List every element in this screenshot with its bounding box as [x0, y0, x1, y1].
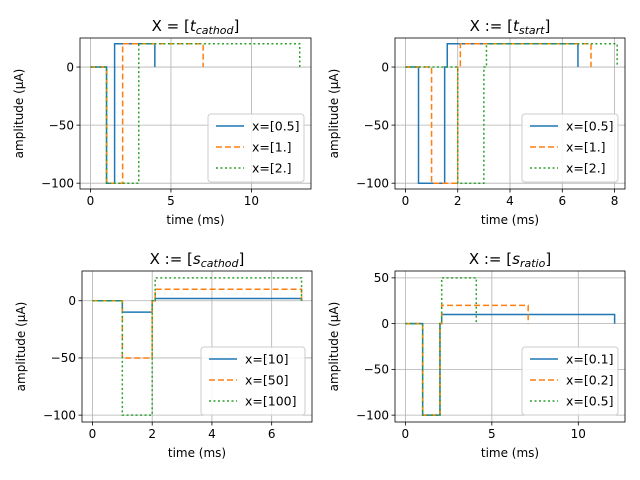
legend-box — [207, 113, 305, 183]
x-tick-label: 4 — [208, 427, 216, 441]
chart-title: X := [scathod] — [150, 250, 245, 270]
series-line-3 — [92, 277, 303, 416]
legend-label: x=[50] — [245, 373, 289, 388]
series-group — [92, 277, 303, 416]
axes-frame — [79, 37, 312, 190]
x-tick-label: 10 — [244, 194, 259, 208]
series-line-3 — [405, 43, 618, 184]
y-tick-label: 0 — [66, 60, 74, 74]
legend-label: x=[0.2] — [566, 373, 614, 388]
subplot-3: 0 2 4 6 0 −50 −100 time (ms) amplitude (μA) X := … — [14, 250, 313, 460]
legend: x=[0.5] x=[1.] x=[2.] — [521, 113, 619, 183]
x-tick-label: 6 — [558, 194, 566, 208]
y-tick-label: −50 — [49, 118, 74, 132]
y-tick-label: −50 — [364, 118, 389, 132]
x-tick-label: 5 — [167, 194, 175, 208]
y-tick-label: −100 — [356, 176, 389, 190]
y-axis-label: amplitude (μA) — [327, 69, 341, 159]
x-tick-label: 4 — [506, 194, 514, 208]
legend-box — [521, 113, 619, 183]
legend-label: x=[0.5] — [566, 394, 614, 409]
x-tick-label: 5 — [488, 427, 496, 441]
y-axis-label: amplitude (μA) — [327, 302, 341, 392]
subplot-1: 0 5 10 0 −50 −100 time (ms) amplitude (μA) X = [… — [12, 17, 312, 227]
legend-label: x=[1.] — [566, 140, 606, 155]
y-tick-label: −50 — [364, 363, 389, 377]
axes-frame — [81, 270, 313, 423]
legend-label: x=[0.1] — [566, 352, 614, 367]
legend-label: x=[100] — [245, 394, 296, 409]
series-line-3 — [90, 43, 301, 184]
legend-label: x=[10] — [245, 352, 289, 367]
y-tick-label: −100 — [41, 176, 74, 190]
y-tick-label: −100 — [356, 408, 389, 422]
y-tick-label: 0 — [68, 294, 76, 308]
x-axis-label: time (ms) — [166, 213, 224, 227]
series-line-2 — [405, 304, 529, 416]
x-tick-label: 2 — [148, 427, 156, 441]
legend: x=[0.5] x=[1.] x=[2.] — [207, 113, 305, 183]
x-axis-label: time (ms) — [481, 213, 539, 227]
x-tick-label: 0 — [87, 194, 95, 208]
axes-frame — [394, 270, 626, 423]
legend-label: x=[2.] — [252, 161, 292, 176]
legend-label: x=[2.] — [566, 161, 606, 176]
series-group — [405, 43, 618, 184]
y-tick-label: −50 — [51, 351, 76, 365]
legend: x=[10] x=[50] x=[100] — [200, 346, 306, 416]
x-tick-label: 0 — [402, 194, 410, 208]
legend-box — [200, 346, 306, 416]
legend-label: x=[0.5] — [566, 119, 614, 134]
subplot-4: 0 5 10 50 0 −50 −100 time (ms) amplitude (μA) X :… — [327, 250, 626, 460]
series-line-2 — [90, 43, 204, 184]
x-tick-label: 0 — [89, 427, 97, 441]
chart-title: X = [tcathod] — [152, 17, 240, 37]
y-tick-label: 0 — [381, 60, 389, 74]
x-tick-label: 8 — [611, 194, 619, 208]
legend: x=[0.1] x=[0.2] x=[0.5] — [521, 346, 619, 416]
subplot-2: 0 2 4 6 8 0 −50 −100 time (ms) amplitude (μA) X :=… — [327, 17, 626, 227]
x-tick-label: 6 — [268, 427, 276, 441]
legend-label: x=[0.5] — [252, 119, 300, 134]
x-tick-label: 2 — [454, 194, 462, 208]
x-axis-label: time (ms) — [481, 446, 539, 460]
y-axis-label: amplitude (μA) — [12, 69, 26, 159]
y-tick-label: 50 — [374, 271, 389, 285]
legend-label: x=[1.] — [252, 140, 292, 155]
series-group — [405, 277, 616, 416]
chart-title: X := [tstart] — [470, 17, 551, 37]
chart-title: X := [sratio] — [469, 250, 551, 270]
y-tick-label: 0 — [381, 317, 389, 331]
series-line-3 — [405, 277, 478, 416]
x-axis-label: time (ms) — [168, 446, 226, 460]
y-axis-label: amplitude (μA) — [14, 302, 28, 392]
legend-box — [521, 346, 619, 416]
x-tick-label: 10 — [571, 427, 586, 441]
y-tick-label: −100 — [43, 408, 76, 422]
series-group — [90, 43, 301, 184]
x-tick-label: 0 — [402, 427, 410, 441]
